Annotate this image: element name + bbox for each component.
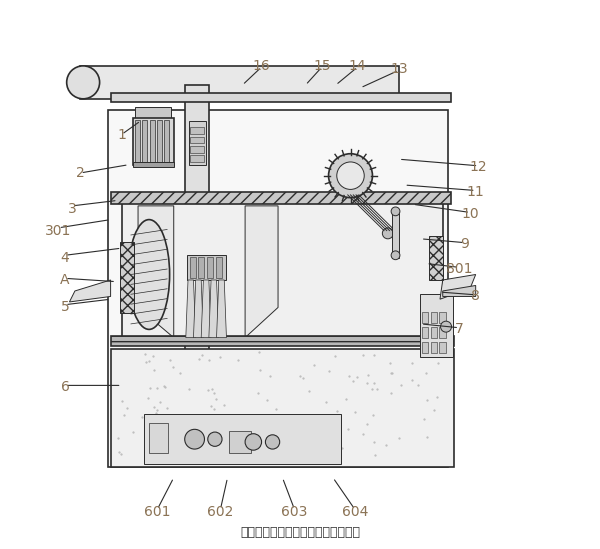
- Text: 5: 5: [61, 300, 70, 315]
- Bar: [122, 203, 443, 340]
- Polygon shape: [70, 280, 110, 302]
- Text: 1: 1: [117, 127, 126, 142]
- Text: 8: 8: [471, 289, 480, 304]
- Bar: [149, 120, 155, 163]
- Text: 15: 15: [313, 59, 331, 73]
- Bar: [392, 211, 399, 258]
- Bar: [157, 120, 161, 163]
- Bar: [133, 162, 174, 167]
- Bar: [190, 146, 205, 153]
- Text: 11: 11: [467, 185, 485, 199]
- Bar: [439, 312, 446, 323]
- Polygon shape: [440, 274, 476, 299]
- Text: 603: 603: [281, 505, 308, 519]
- Bar: [429, 236, 443, 280]
- Circle shape: [245, 434, 262, 450]
- Text: 301: 301: [45, 223, 71, 238]
- Bar: [190, 257, 196, 278]
- Circle shape: [208, 432, 222, 446]
- Bar: [142, 120, 148, 163]
- Text: A: A: [60, 273, 70, 287]
- Bar: [207, 257, 213, 278]
- Polygon shape: [443, 285, 476, 296]
- Bar: [190, 137, 205, 143]
- Polygon shape: [138, 206, 174, 338]
- Polygon shape: [201, 280, 211, 338]
- Bar: [133, 118, 174, 165]
- Bar: [185, 85, 209, 357]
- Bar: [187, 255, 226, 280]
- Text: 設有震動及過濾裝置的超聲波浮選機: 設有震動及過濾裝置的超聲波浮選機: [240, 526, 360, 539]
- Bar: [439, 327, 446, 338]
- Text: 9: 9: [460, 237, 469, 251]
- Text: 16: 16: [253, 59, 271, 73]
- Text: 14: 14: [349, 59, 367, 73]
- Text: 12: 12: [470, 160, 487, 175]
- Bar: [136, 107, 171, 121]
- Circle shape: [329, 154, 373, 198]
- Circle shape: [185, 429, 205, 449]
- Bar: [422, 327, 428, 338]
- Circle shape: [337, 162, 364, 189]
- Text: 2: 2: [76, 166, 85, 180]
- Bar: [164, 120, 169, 163]
- Circle shape: [391, 251, 400, 260]
- Bar: [216, 257, 222, 278]
- Bar: [431, 327, 437, 338]
- Bar: [143, 414, 341, 464]
- Text: 602: 602: [207, 505, 233, 519]
- Polygon shape: [217, 280, 226, 338]
- Polygon shape: [209, 280, 219, 338]
- Bar: [229, 431, 251, 453]
- Text: 13: 13: [390, 61, 407, 76]
- Bar: [110, 349, 454, 467]
- Bar: [108, 110, 448, 467]
- Polygon shape: [186, 280, 196, 338]
- Text: 7: 7: [455, 322, 464, 337]
- Bar: [149, 423, 168, 453]
- Bar: [189, 121, 206, 165]
- Text: 604: 604: [342, 505, 368, 519]
- Bar: [110, 336, 454, 346]
- Bar: [199, 257, 205, 278]
- Circle shape: [382, 228, 394, 239]
- Ellipse shape: [128, 220, 170, 329]
- Bar: [439, 342, 446, 353]
- Text: 4: 4: [61, 251, 70, 265]
- Circle shape: [440, 321, 452, 332]
- Text: 3: 3: [68, 201, 77, 216]
- Bar: [190, 127, 205, 134]
- Text: 6: 6: [61, 380, 70, 394]
- Circle shape: [265, 435, 280, 449]
- Circle shape: [391, 207, 400, 216]
- Bar: [190, 155, 205, 162]
- Bar: [80, 66, 399, 99]
- Bar: [121, 242, 134, 313]
- Bar: [431, 312, 437, 323]
- Circle shape: [67, 66, 100, 99]
- Text: 601: 601: [144, 505, 170, 519]
- Bar: [110, 93, 451, 102]
- Bar: [422, 312, 428, 323]
- Bar: [419, 294, 452, 357]
- Bar: [110, 192, 451, 204]
- Bar: [136, 120, 140, 163]
- Polygon shape: [193, 280, 203, 338]
- Bar: [422, 342, 428, 353]
- Bar: [431, 342, 437, 353]
- Polygon shape: [245, 206, 278, 338]
- Text: 10: 10: [461, 207, 479, 221]
- Text: 801: 801: [446, 262, 472, 276]
